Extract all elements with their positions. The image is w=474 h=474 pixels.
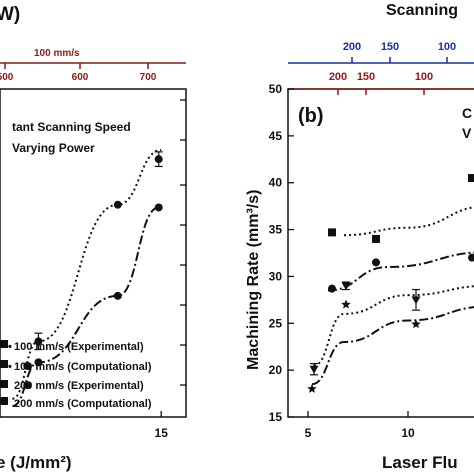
panel-a-top-ticks: 500 600 700 bbox=[0, 63, 157, 83]
panel-b-top-blue-tick-label: 100 bbox=[438, 41, 456, 53]
panel-b-left-tick-label: 35 bbox=[269, 223, 283, 237]
panel-a-point bbox=[113, 291, 122, 300]
panel-b-point bbox=[468, 253, 474, 262]
panel-b-points bbox=[307, 174, 474, 393]
panel-b-title-fragment: Scanning bbox=[386, 2, 458, 19]
legend-entry-4: 200 mm/s (Computational) bbox=[14, 398, 152, 410]
panel-b-curve-triangle bbox=[313, 285, 474, 367]
panel-b-top-blue-tick-label: 150 bbox=[381, 41, 399, 53]
panel-a-bottom-tick-label: 15 bbox=[155, 426, 169, 440]
panel-a-top-tick-label: 700 bbox=[140, 72, 157, 83]
panel-a-point bbox=[23, 381, 32, 390]
panel-b-x-axis-label: Laser Flu bbox=[382, 453, 458, 472]
panel-a-right-ticks bbox=[180, 99, 186, 386]
panel-b-bottom-ticks: 5 10 bbox=[305, 411, 415, 440]
panel-b-y-axis-label: Machining Rate (mm³/s) bbox=[245, 190, 262, 370]
panel-a-chart: W) 100 mm/s 500 600 700 15 tant Scanning S… bbox=[0, 4, 187, 472]
panel-b-top-blue-tick-label: 200 bbox=[343, 41, 361, 53]
panel-b-curve-star bbox=[311, 306, 474, 386]
panel-a-annotation-1: tant Scanning Speed bbox=[12, 120, 131, 134]
panel-b-left-tick-label: 50 bbox=[269, 82, 283, 96]
legend-bullet-2: • bbox=[8, 361, 12, 373]
panel-b-top-axis-blue-ticks: 200 150 100 bbox=[343, 41, 456, 63]
panel-b-top-red-tick-label: 200 bbox=[329, 71, 347, 83]
panel-a-top-tick-label: 600 bbox=[72, 72, 89, 83]
panel-a-points bbox=[23, 151, 163, 390]
legend-marker-1 bbox=[0, 340, 8, 348]
panel-a-point bbox=[113, 200, 122, 209]
panel-b-left-tick-label: 25 bbox=[269, 316, 283, 330]
panel-b-bottom-tick-label: 5 bbox=[305, 426, 312, 440]
panel-b-left-tick-label: 45 bbox=[269, 129, 283, 143]
panel-b-top-red-tick-label: 150 bbox=[357, 71, 375, 83]
panel-a-plot-frame bbox=[0, 88, 187, 418]
panel-b-bottom-tick-label: 10 bbox=[401, 426, 415, 440]
panel-b-left-tick-label: 40 bbox=[269, 176, 283, 190]
panel-b-point bbox=[328, 284, 336, 293]
panel-a-top-tick-label: 500 bbox=[0, 72, 14, 83]
legend-marker-3 bbox=[0, 380, 8, 388]
panel-a-top-axis-label: 100 mm/s bbox=[34, 48, 80, 59]
panel-a-bottom-ticks: 15 bbox=[155, 411, 169, 440]
panel-b-left-tick-label: 30 bbox=[269, 269, 283, 283]
legend-entry-3: 200 mm/s (Experimental) bbox=[14, 380, 144, 392]
panel-b-point bbox=[328, 228, 336, 237]
panel-a-title-fragment: W) bbox=[0, 4, 20, 25]
panel-a-annotation-2: Varying Power bbox=[12, 141, 95, 155]
panel-b-point bbox=[341, 299, 351, 309]
panel-b-point bbox=[372, 258, 380, 267]
panel-b-curve-square bbox=[343, 206, 474, 237]
legend-marker-4 bbox=[0, 397, 8, 405]
legend-entry-2: 100 mm/s (Computational) bbox=[14, 361, 152, 373]
panel-b-label: (b) bbox=[298, 105, 324, 127]
panel-b-point bbox=[468, 174, 474, 183]
legend-bullet-1: • bbox=[8, 341, 12, 353]
panel-a-point bbox=[154, 203, 163, 212]
panel-a-legend: 100 mm/s (Experimental) • 100 mm/s (Comp… bbox=[0, 340, 152, 410]
panel-a-point bbox=[23, 361, 32, 370]
panel-b-curve-circle bbox=[327, 251, 474, 292]
panel-b-point bbox=[307, 383, 317, 393]
panel-b-annotation-2: V bbox=[462, 125, 472, 141]
panel-b-curves bbox=[311, 206, 474, 386]
panel-a-x-axis-label: e (J/mm²) bbox=[0, 453, 72, 472]
panel-b-chart: Scanning 200 150 100 200 150 100 15 20 25 30 35 4… bbox=[245, 2, 474, 472]
panel-b-top-red-tick-label: 100 bbox=[415, 71, 433, 83]
panel-b-left-ticks: 15 20 25 30 35 40 45 50 bbox=[269, 82, 294, 424]
panel-a-point bbox=[34, 358, 43, 367]
panel-b-left-tick-label: 20 bbox=[269, 363, 283, 377]
legend-marker-2 bbox=[0, 360, 8, 368]
panel-b-top-axis-red-ticks: 200 150 100 bbox=[288, 71, 474, 95]
panel-b-point bbox=[372, 234, 380, 243]
panel-b-point bbox=[411, 319, 421, 329]
panel-b-annotation-1: C bbox=[462, 105, 472, 121]
panel-a-curve-computational bbox=[12, 206, 160, 408]
panel-b-left-tick-label: 15 bbox=[269, 410, 283, 424]
legend-entry-1: 100 mm/s (Experimental) bbox=[14, 341, 144, 353]
